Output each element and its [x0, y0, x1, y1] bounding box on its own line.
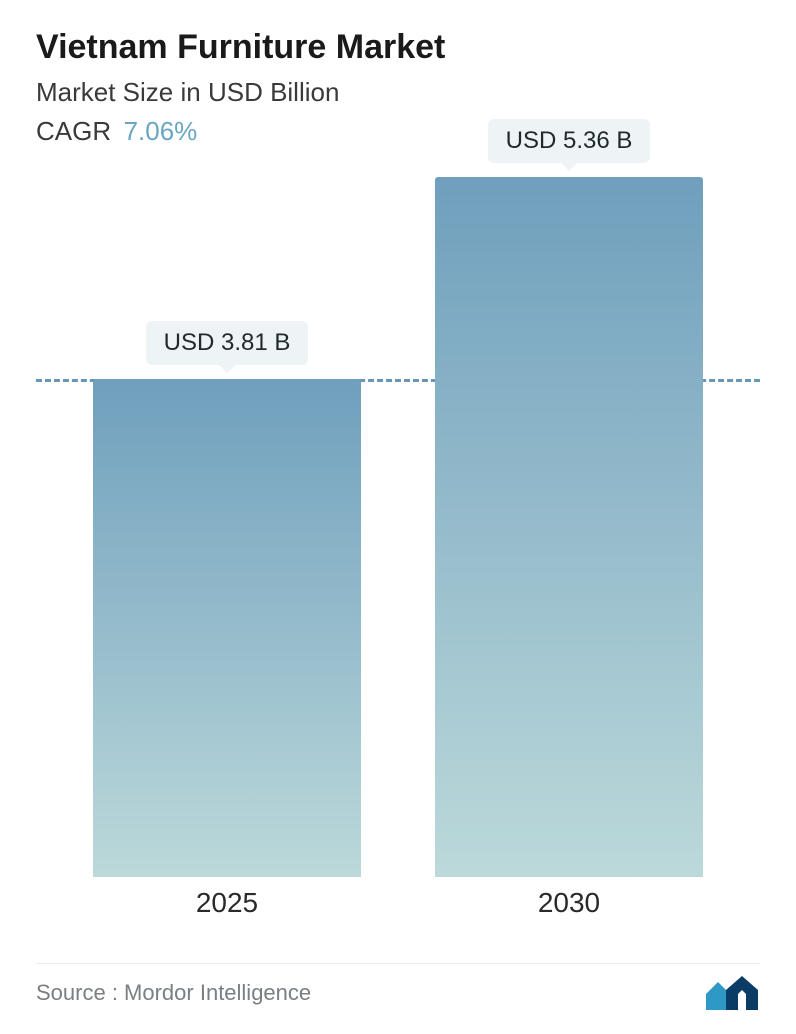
- cagr-label: CAGR: [36, 116, 111, 146]
- value-badge: USD 5.36 B: [488, 119, 651, 163]
- x-axis-labels: 2025 2030: [36, 877, 760, 919]
- bar: [435, 177, 703, 877]
- x-axis-label: 2030: [435, 887, 703, 919]
- brand-logo-icon: [706, 976, 760, 1010]
- bar-group: USD 3.81 B: [93, 379, 361, 877]
- chart-area: USD 3.81 B USD 5.36 B: [36, 177, 760, 877]
- chart-subtitle: Market Size in USD Billion: [36, 77, 760, 108]
- chart-title: Vietnam Furniture Market: [36, 28, 760, 67]
- cagr-row: CAGR 7.06%: [36, 116, 760, 147]
- cagr-value: 7.06%: [124, 116, 198, 146]
- bars-row: USD 3.81 B USD 5.36 B: [36, 177, 760, 877]
- footer: Source : Mordor Intelligence: [36, 976, 760, 1010]
- bar-group: USD 5.36 B: [435, 177, 703, 877]
- value-badge: USD 3.81 B: [146, 321, 309, 365]
- chart-container: Vietnam Furniture Market Market Size in …: [0, 0, 796, 1034]
- source-text: Source : Mordor Intelligence: [36, 980, 311, 1006]
- x-axis-label: 2025: [93, 887, 361, 919]
- bar: [93, 379, 361, 877]
- footer-divider: [36, 963, 760, 964]
